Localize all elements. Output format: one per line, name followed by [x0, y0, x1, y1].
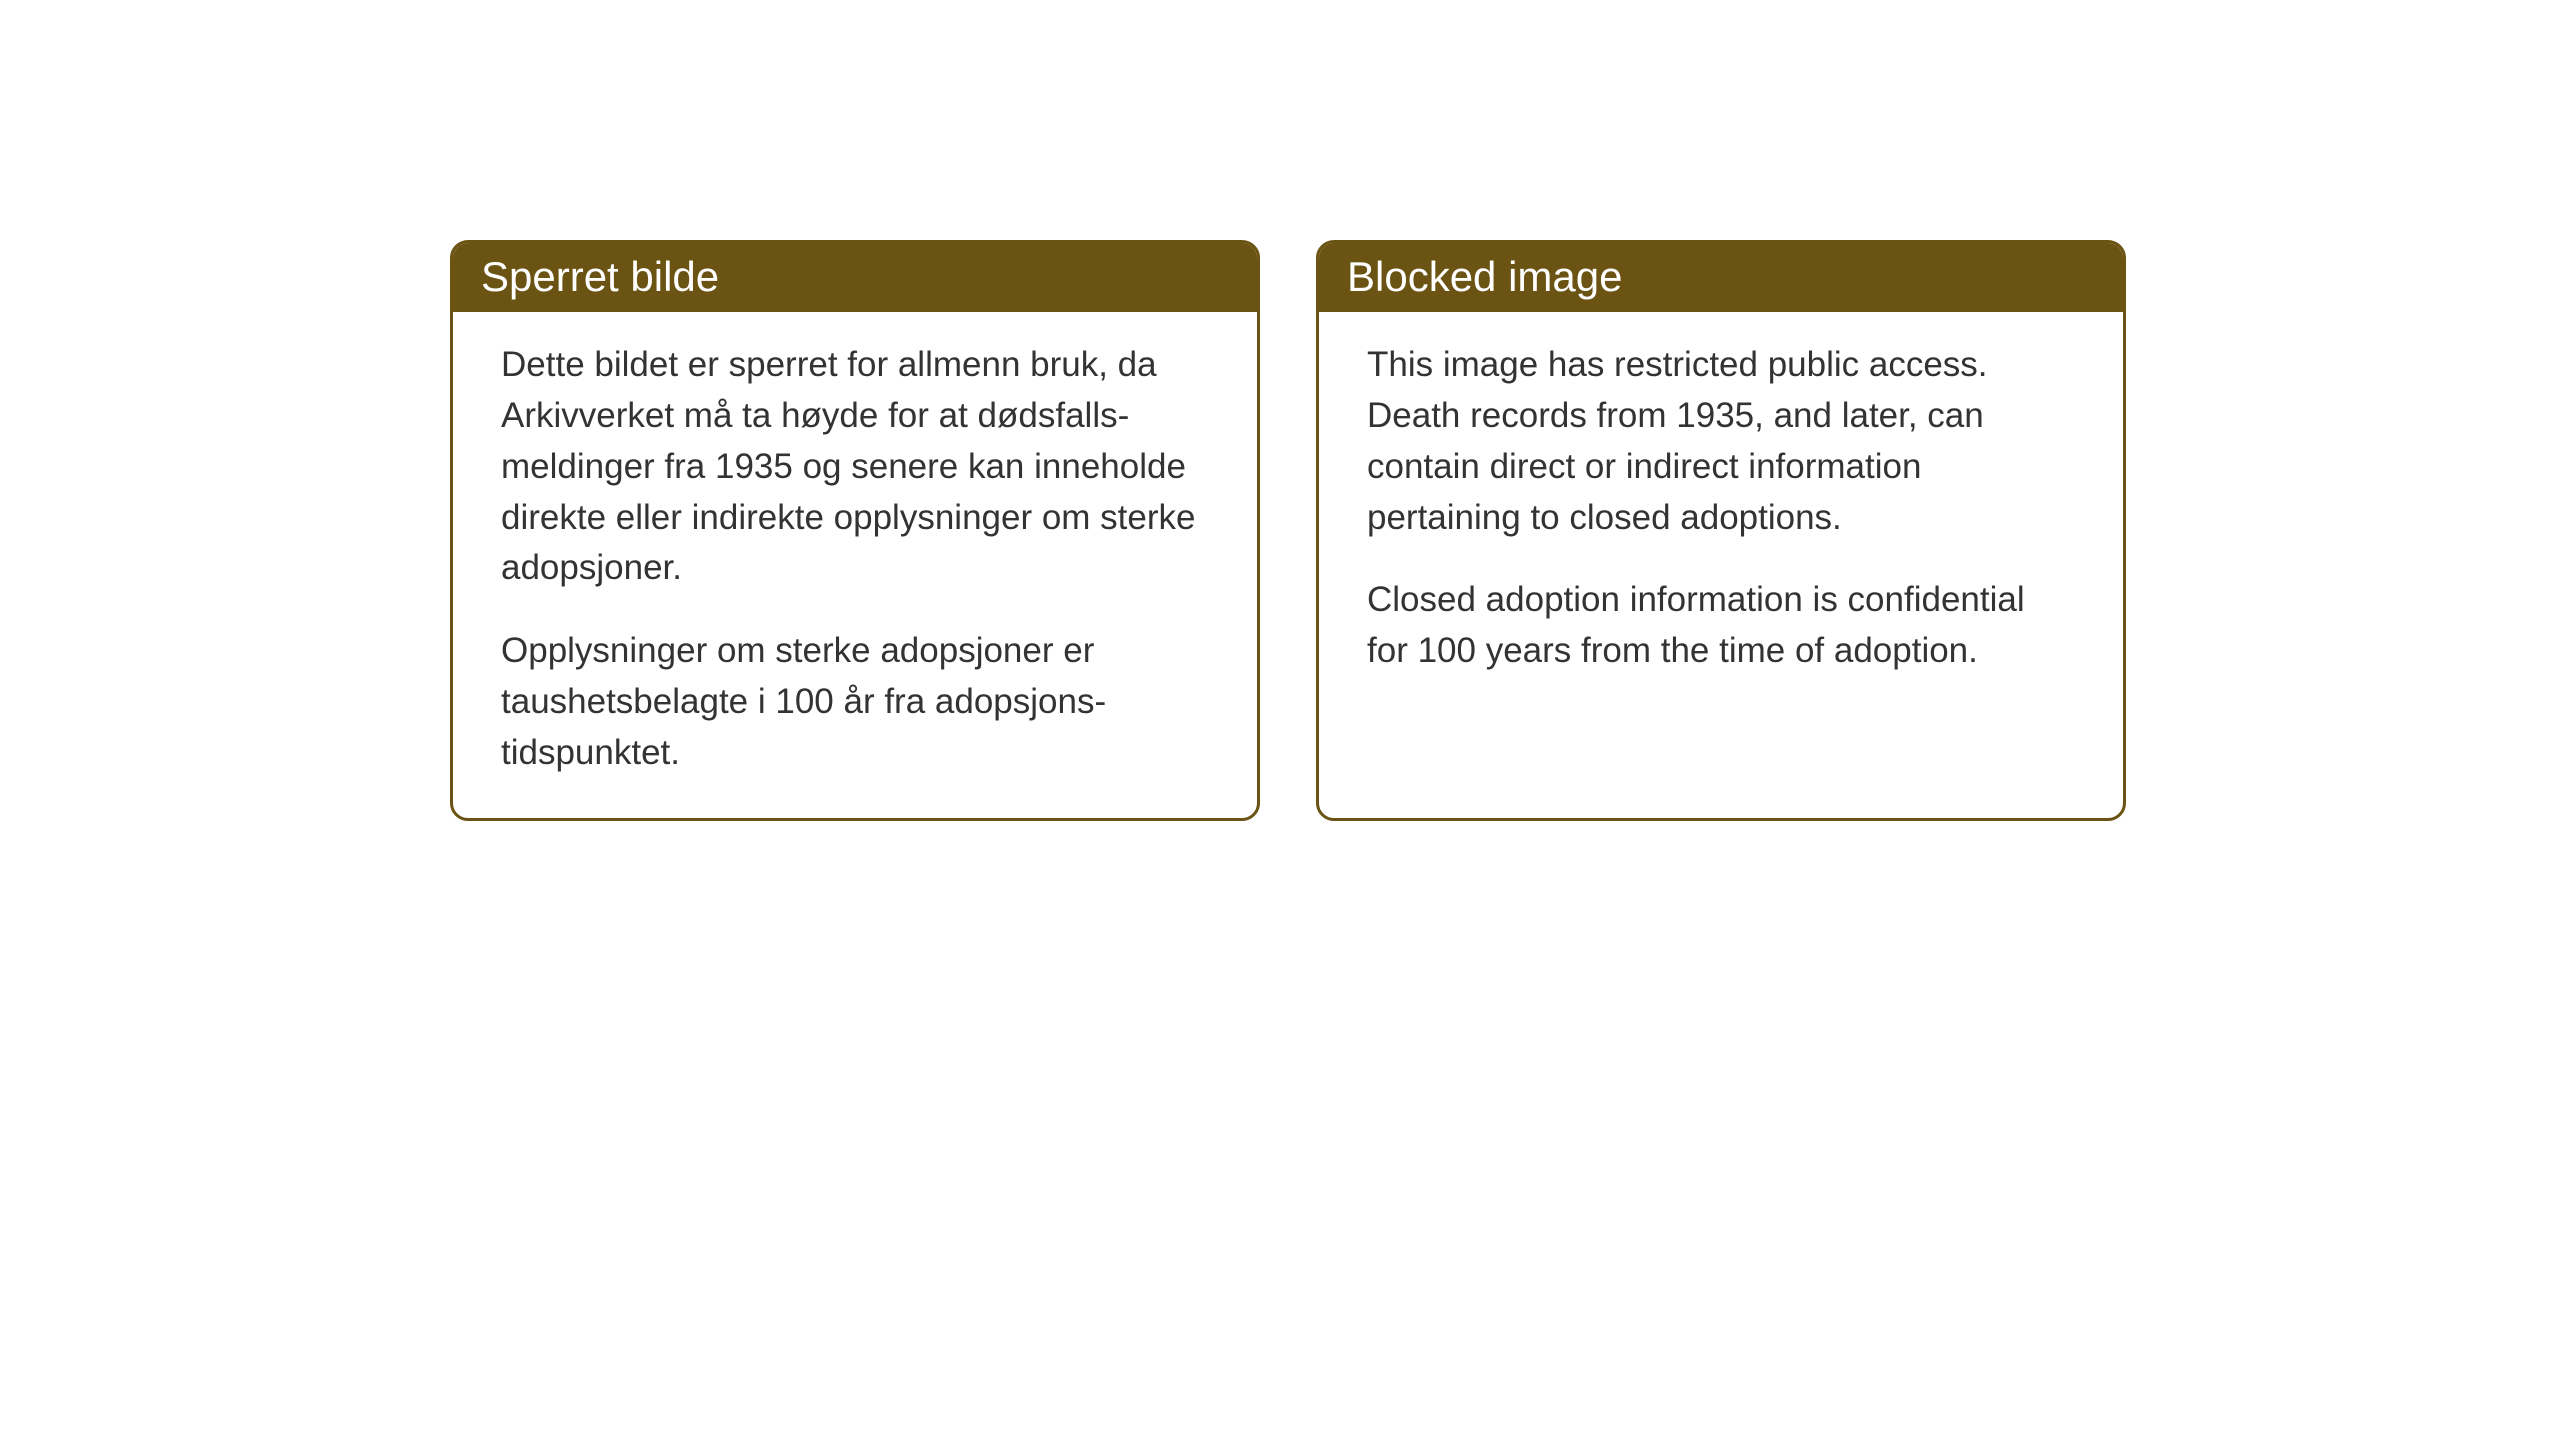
card-title: Blocked image	[1347, 253, 1622, 300]
notice-cards-container: Sperret bilde Dette bildet er sperret fo…	[450, 240, 2126, 821]
card-body-english: This image has restricted public access.…	[1319, 312, 2123, 742]
card-paragraph: Dette bildet er sperret for allmenn bruk…	[501, 340, 1209, 594]
notice-card-english: Blocked image This image has restricted …	[1316, 240, 2126, 821]
card-body-norwegian: Dette bildet er sperret for allmenn bruk…	[453, 312, 1257, 818]
card-paragraph: Opplysninger om sterke adopsjoner er tau…	[501, 626, 1209, 778]
card-title: Sperret bilde	[481, 253, 719, 300]
card-header-english: Blocked image	[1319, 243, 2123, 312]
card-paragraph: Closed adoption information is confident…	[1367, 575, 2075, 677]
card-header-norwegian: Sperret bilde	[453, 243, 1257, 312]
notice-card-norwegian: Sperret bilde Dette bildet er sperret fo…	[450, 240, 1260, 821]
card-paragraph: This image has restricted public access.…	[1367, 340, 2075, 543]
